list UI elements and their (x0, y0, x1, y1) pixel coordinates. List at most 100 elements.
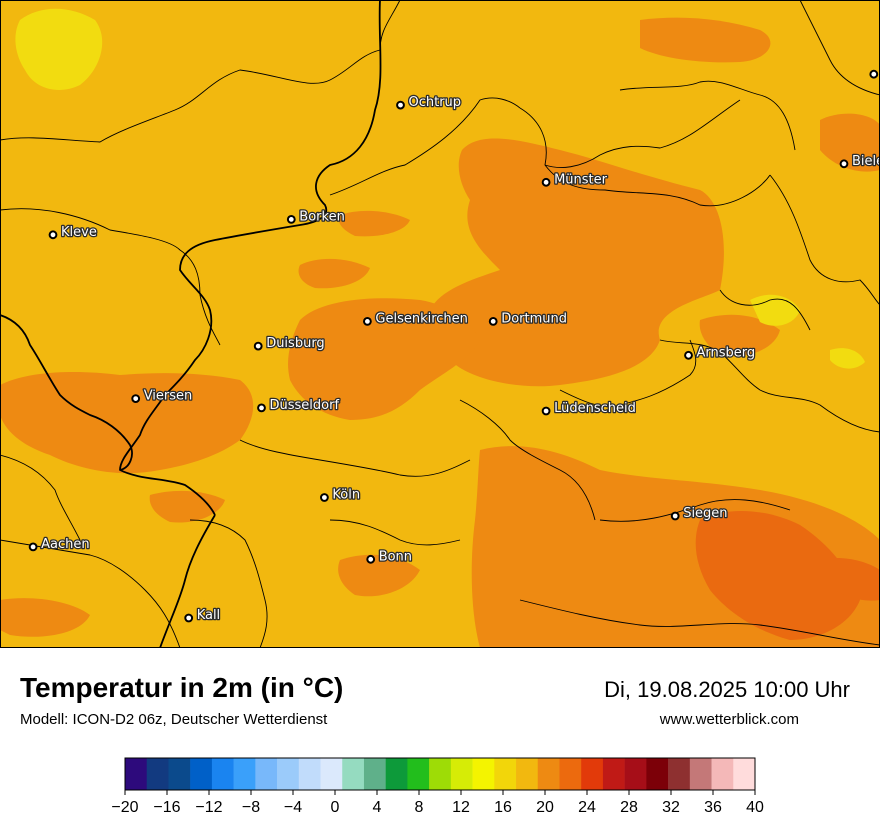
district-borders (0, 0, 880, 648)
legend-tick-label: −8 (242, 799, 260, 816)
city-dot (286, 215, 296, 224)
legend-swatch (429, 758, 452, 790)
forecast-datetime: Di, 19.08.2025 10:00 Uhr (604, 677, 850, 702)
city-label: Köln (332, 488, 360, 503)
warm-zone-east (426, 138, 724, 387)
warm-zone-patch-5 (0, 598, 90, 637)
legend-swatch (689, 758, 712, 790)
city-label: Aachen (41, 537, 89, 552)
city-dot (131, 394, 141, 404)
city-bonn: Bonn (366, 548, 413, 566)
be-nl-border (0, 314, 133, 471)
city-dot (684, 350, 693, 360)
city-lübbecke: Lübbecke (869, 69, 879, 79)
legend-swatch (385, 758, 408, 790)
city-dot (839, 159, 849, 169)
city-kleve: Kleve (48, 224, 98, 241)
legend-tick-label: 4 (373, 799, 382, 816)
legend-tick-label: 36 (704, 799, 722, 816)
city-viersen: Viersen (131, 387, 194, 405)
city-label: Düsseldorf (270, 398, 340, 413)
map-subtitle: Modell: ICON-D2 06z, Deutscher Wetterdie… (20, 711, 328, 728)
city-dot (48, 230, 58, 240)
city-dortmund: Dortmund (488, 310, 568, 328)
city-siegen: Siegen (670, 505, 729, 522)
warm-zone-patch-1 (298, 258, 370, 289)
color-legend: −20 −16 −12 −8 −4 0 4 8 12 16 20 24 28 32 36 40 (111, 757, 764, 816)
legend-swatch (363, 758, 386, 790)
legend-tick-label: 0 (331, 799, 340, 816)
city-dot (670, 511, 680, 521)
nrw-border (119, 0, 382, 516)
legend-tick-label: 8 (415, 799, 424, 816)
city-dot (366, 554, 376, 564)
legend-swatch (320, 758, 343, 790)
hot-zone-patch (820, 558, 880, 601)
city-dot (320, 493, 329, 502)
legend-swatch (211, 758, 234, 790)
city-dot (28, 542, 38, 552)
legend-swatch (711, 758, 734, 790)
city-düsseldorf: Düsseldorf (257, 397, 341, 414)
city-label: Lüdenscheid (554, 401, 636, 416)
warm-zone-patch-6 (699, 314, 780, 357)
city-label: Dortmund (501, 311, 567, 326)
city-dot (396, 100, 405, 110)
city-arnsberg: Arnsberg (684, 344, 756, 362)
city-gelsenkirchen: Gelsenkirchen (363, 310, 469, 328)
legend-swatch (255, 758, 278, 790)
legend-swatch (581, 758, 604, 790)
legend-tick-label: −4 (284, 799, 302, 816)
legend-swatch (602, 758, 625, 790)
city-label: Arnsberg (697, 345, 756, 360)
warm-zone-central (288, 298, 480, 420)
warm-zone-patch-3 (149, 490, 225, 523)
warm-zone-northeast (640, 17, 771, 63)
legend-tick-label: 12 (452, 799, 470, 816)
city-label: Borken (299, 209, 345, 224)
city-label: Münster (554, 172, 608, 187)
city-label: Bielefeld (852, 154, 880, 169)
legend-swatch (733, 758, 756, 790)
city-dot (541, 406, 551, 416)
legend-tick-label: 28 (620, 799, 638, 816)
legend-tick-label: 20 (536, 799, 554, 816)
city-dot (184, 613, 194, 623)
city-label: Kleve (61, 225, 97, 240)
legend-swatch (516, 758, 539, 790)
legend-frame (124, 757, 756, 791)
website-link[interactable]: www.wetterblick.com (659, 711, 799, 728)
legend-swatch (494, 758, 517, 790)
legend-tick-label: 24 (578, 799, 596, 816)
city-label: Duisburg (266, 336, 325, 351)
legend-swatch (298, 758, 321, 790)
city-aachen: Aachen (28, 536, 91, 553)
legend-swatch (450, 758, 473, 790)
hot-zones (695, 510, 880, 640)
cool-zone-northwest (15, 8, 103, 90)
city-dot (257, 403, 266, 413)
city-label: Viersen (144, 389, 193, 404)
legend-tick-label: −16 (153, 799, 180, 816)
city-dot (869, 69, 879, 79)
city-label: Kall (197, 608, 221, 623)
map-title: Temperatur in 2m (in °C) (20, 672, 344, 703)
legend-tick-label: 16 (494, 799, 512, 816)
southwest-border (159, 514, 216, 648)
city-ochtrup: Ochtrup (396, 94, 462, 111)
legend-swatch (125, 758, 148, 790)
cool-zones (15, 8, 865, 369)
cool-zone-east (750, 294, 800, 326)
city-kall: Kall (184, 607, 221, 624)
legend-tick-label: 32 (662, 799, 680, 816)
legend-swatch (537, 758, 560, 790)
legend-swatch (168, 758, 191, 790)
city-bielefeld: Bielefeld (839, 153, 880, 170)
legend-swatch (233, 758, 256, 790)
legend-swatch (190, 758, 213, 790)
legend-swatch (146, 758, 169, 790)
legend-tick-label: −20 (111, 799, 138, 816)
warm-zone-patch-4 (338, 554, 420, 597)
legend-swatch (277, 758, 300, 790)
city-lüdenscheid: Lüdenscheid (541, 400, 637, 417)
